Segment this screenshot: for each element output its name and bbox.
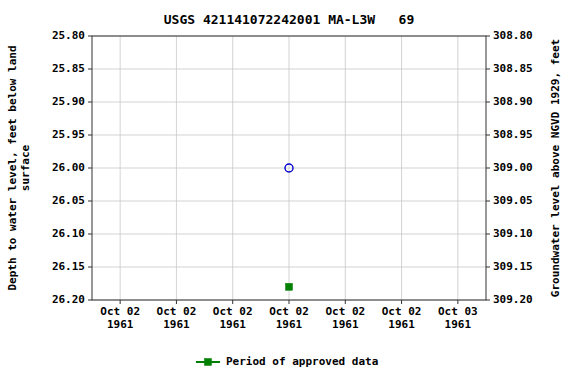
tick-mark bbox=[88, 135, 92, 136]
tick-mark bbox=[88, 69, 92, 70]
tick-mark bbox=[232, 300, 233, 304]
y-tick-label: 25.80 bbox=[52, 29, 85, 42]
chart: 25.80 25.85 25.90 25.95 26.00 26.05 26.10 26.15… bbox=[0, 0, 576, 384]
tick-mark bbox=[401, 300, 402, 304]
title: USGS 421141072242001 MA-L3W 69 bbox=[164, 12, 414, 27]
grid-line bbox=[345, 36, 346, 300]
grid-line bbox=[289, 36, 290, 300]
series bbox=[285, 164, 293, 172]
tick-mark bbox=[120, 300, 121, 304]
y2-tick-label: 308.80 bbox=[493, 29, 533, 42]
tick-mark bbox=[176, 300, 177, 304]
legend-marker bbox=[204, 359, 211, 366]
tick-mark bbox=[486, 36, 490, 37]
grid-line bbox=[232, 36, 233, 300]
background bbox=[0, 0, 576, 384]
y-tick-label: 26.20 bbox=[52, 293, 85, 306]
y-tick-label: 25.85 bbox=[52, 62, 85, 75]
tick-mark bbox=[486, 135, 490, 136]
plot-frame bbox=[92, 36, 486, 300]
y-tick-label: 26.15 bbox=[52, 260, 85, 273]
x-tick-label: Oct 031961 bbox=[438, 305, 478, 331]
tick-mark bbox=[486, 201, 490, 202]
y2-tick-label: 309.05 bbox=[493, 194, 533, 207]
y2-tick-label: 309.15 bbox=[493, 260, 533, 273]
y-tick-label: 26.05 bbox=[52, 194, 85, 207]
tick-mark bbox=[88, 201, 92, 202]
tick-mark bbox=[88, 102, 92, 103]
grid-line bbox=[401, 36, 402, 300]
y2-tick-label: 309.10 bbox=[493, 227, 533, 240]
tick-mark bbox=[486, 102, 490, 103]
data-point bbox=[286, 283, 293, 290]
y2-tick-label: 308.85 bbox=[493, 62, 533, 75]
marks bbox=[285, 164, 293, 290]
y2-tick-label: 308.95 bbox=[493, 128, 533, 141]
y-tick-label: 25.90 bbox=[52, 95, 85, 108]
tick-mark bbox=[88, 36, 92, 37]
series bbox=[286, 283, 293, 290]
grid bbox=[92, 36, 486, 300]
y-tick-label: 26.00 bbox=[52, 161, 85, 174]
grid-line bbox=[457, 36, 458, 300]
tick-mark bbox=[486, 168, 490, 169]
y2-tick-label: 308.90 bbox=[493, 95, 533, 108]
tick-mark bbox=[88, 234, 92, 235]
x-tick-label: Oct 021961 bbox=[157, 305, 197, 331]
tick-mark bbox=[486, 300, 490, 301]
tick-mark bbox=[486, 234, 490, 235]
x-tick-label: Oct 021961 bbox=[325, 305, 365, 331]
y-axis-label: Depth to water level, feet below landsur… bbox=[6, 45, 32, 290]
y-tick-label: 26.10 bbox=[52, 227, 85, 240]
tick-mark bbox=[88, 300, 92, 301]
grid-line bbox=[176, 36, 177, 300]
legend: Period of approved data bbox=[196, 355, 378, 368]
tick-mark bbox=[289, 300, 290, 304]
x-tick-label: Oct 021961 bbox=[382, 305, 422, 331]
tick-mark bbox=[486, 69, 490, 70]
tick-mark bbox=[457, 300, 458, 304]
legend-label: Period of approved data bbox=[226, 355, 378, 368]
x-tick-label: Oct 021961 bbox=[269, 305, 309, 331]
tick-mark bbox=[486, 267, 490, 268]
tick-mark bbox=[345, 300, 346, 304]
axes: 25.80 25.85 25.90 25.95 26.00 26.05 26.10 26.15… bbox=[52, 29, 533, 331]
y-tick-label: 25.95 bbox=[52, 128, 85, 141]
x-tick-label: Oct 021961 bbox=[213, 305, 253, 331]
x-tick-label: Oct 021961 bbox=[100, 305, 140, 331]
y2-tick-label: 309.00 bbox=[493, 161, 533, 174]
grid-line bbox=[120, 36, 121, 300]
y2-tick-label: 309.20 bbox=[493, 293, 533, 306]
data-point bbox=[285, 164, 293, 172]
tick-mark bbox=[88, 168, 92, 169]
tick-mark bbox=[88, 267, 92, 268]
y2-axis-label: Groundwater level above NGVD 1929, feet bbox=[549, 39, 562, 297]
